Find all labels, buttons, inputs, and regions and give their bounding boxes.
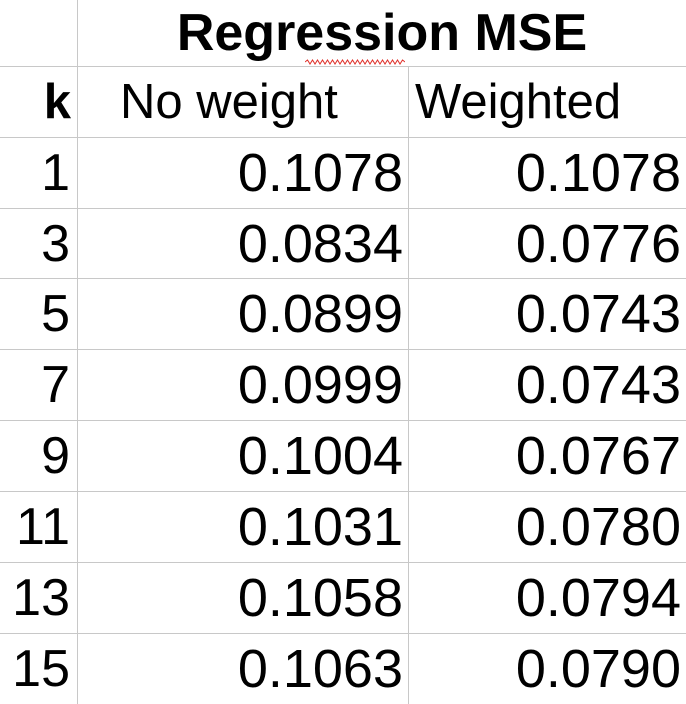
cell-weighted[interactable]: 0.0776 <box>515 213 681 274</box>
row-divider <box>0 349 686 350</box>
header-cell-no-weight[interactable]: No weight <box>78 67 408 137</box>
row-divider <box>0 633 686 634</box>
cell-k[interactable]: 3 <box>41 214 70 273</box>
header-label-no-weight: No weight <box>120 74 338 129</box>
table-title-cell[interactable]: Regression MSE <box>78 0 686 66</box>
cell-weighted[interactable]: 0.0794 <box>515 568 681 628</box>
row-divider <box>0 278 686 279</box>
cell-no-weight[interactable]: 0.1031 <box>237 497 403 557</box>
cell-no-weight[interactable]: 0.1058 <box>237 568 403 628</box>
cell-weighted[interactable]: 0.0743 <box>515 284 681 344</box>
empty-corner-cell[interactable] <box>0 0 77 66</box>
cell-weighted[interactable]: 0.0767 <box>515 426 681 486</box>
cell-weighted[interactable]: 0.0790 <box>515 639 681 699</box>
row-divider <box>0 66 686 67</box>
cell-k[interactable]: 1 <box>41 144 70 202</box>
column-divider-k <box>77 0 78 704</box>
cell-no-weight[interactable]: 0.0834 <box>237 213 403 274</box>
row-divider <box>0 491 686 492</box>
column-divider-no-weight <box>408 67 409 704</box>
cell-no-weight[interactable]: 0.1078 <box>237 143 403 203</box>
cell-no-weight[interactable]: 0.1063 <box>237 639 403 699</box>
cell-no-weight[interactable]: 0.0899 <box>237 284 403 344</box>
cell-weighted[interactable]: 0.0780 <box>515 497 681 557</box>
header-cell-weighted[interactable]: Weighted <box>409 67 686 137</box>
cell-weighted[interactable]: 0.1078 <box>515 143 681 203</box>
cell-weighted[interactable]: 0.0743 <box>515 355 681 415</box>
table-title: Regression MSE <box>177 7 587 59</box>
row-divider <box>0 208 686 209</box>
cell-no-weight[interactable]: 0.0999 <box>237 355 403 415</box>
cell-k[interactable]: 15 <box>12 640 70 698</box>
header-label-weighted: Weighted <box>415 74 622 129</box>
cell-k[interactable]: 13 <box>12 569 70 627</box>
row-divider <box>0 562 686 563</box>
cell-k[interactable]: 5 <box>41 285 70 343</box>
header-label-k: k <box>43 74 71 129</box>
row-divider <box>0 420 686 421</box>
header-cell-k[interactable]: k <box>0 67 77 137</box>
cell-no-weight[interactable]: 0.1004 <box>237 426 403 486</box>
row-divider <box>0 137 686 138</box>
cell-k[interactable]: 7 <box>41 356 70 414</box>
cell-k[interactable]: 11 <box>16 498 70 556</box>
cell-k[interactable]: 9 <box>41 427 70 485</box>
